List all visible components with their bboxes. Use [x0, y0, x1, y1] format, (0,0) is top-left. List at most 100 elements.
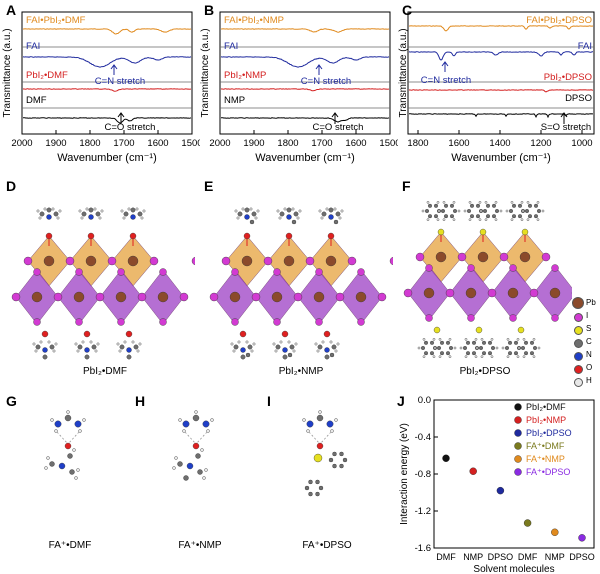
h-atom	[517, 346, 521, 350]
c-atom	[434, 214, 439, 219]
c-atom	[465, 340, 470, 345]
pb-atom	[355, 291, 367, 303]
h-atom	[182, 429, 186, 433]
c-atom	[523, 351, 528, 356]
h-atom	[468, 218, 472, 221]
annotation-arrowhead	[117, 112, 125, 118]
i-atom	[357, 318, 365, 326]
pb-atom	[127, 255, 139, 267]
h-atom	[501, 346, 505, 350]
c-atom	[39, 211, 45, 217]
legend-label: FA⁺•DPSO	[526, 467, 570, 477]
spectrum-line	[220, 117, 390, 123]
c-atom	[478, 345, 483, 350]
atom-legend-item: Pb	[572, 297, 600, 310]
ftir-chart-c: Transmittance (a.u.) 1800 1600 1400 1200 1000…	[398, 11, 595, 164]
annotation-arrowhead	[560, 112, 568, 118]
c-atom	[434, 203, 439, 208]
h-atom	[58, 209, 62, 213]
h-atom	[292, 349, 296, 353]
c-atom	[517, 214, 522, 219]
h-atom	[127, 207, 131, 211]
legend-marker	[514, 455, 522, 463]
y-tick-label: -0.4	[415, 432, 431, 443]
spectrum-line	[220, 28, 390, 33]
pb-atom	[477, 251, 489, 263]
x-axis-label: Wavenumber (cm⁻¹)	[451, 152, 551, 164]
pb-atom	[73, 291, 85, 303]
linker-atom	[243, 232, 251, 240]
i-atom	[273, 318, 281, 326]
linker-atom	[285, 232, 293, 240]
c-atom	[339, 451, 344, 457]
h-atom	[142, 209, 146, 213]
c-atom	[130, 207, 136, 213]
c-atom	[428, 203, 433, 208]
h-atom	[318, 209, 322, 213]
i-atom	[159, 268, 167, 276]
h-atom	[516, 338, 520, 341]
h-atom	[329, 340, 333, 344]
h-atom	[333, 207, 337, 211]
h-atom	[490, 355, 494, 358]
h-bond	[308, 431, 321, 445]
series-label: DMF	[26, 95, 47, 106]
legend-marker	[514, 416, 522, 424]
x-tick-label: 2000	[11, 138, 32, 149]
h-atom	[536, 218, 540, 221]
i-atom	[357, 268, 365, 276]
c-atom	[425, 209, 430, 214]
panel-label-i: I	[267, 393, 271, 409]
h-atom	[131, 340, 135, 344]
h-atom	[93, 207, 97, 211]
i-atom	[149, 256, 159, 266]
c-atom	[527, 214, 532, 219]
c-atom	[533, 203, 538, 208]
c-atom	[440, 351, 445, 356]
h-atom	[298, 209, 302, 213]
panel-label-a: A	[6, 2, 17, 18]
h-bond	[56, 431, 69, 445]
h-atom	[522, 355, 526, 358]
h-atom	[316, 349, 320, 353]
c-atom	[520, 345, 525, 350]
c-atom	[524, 209, 529, 214]
c-atom	[316, 414, 324, 422]
c-atom	[35, 344, 41, 350]
crystal-structure-e	[209, 207, 393, 360]
h-atom	[537, 346, 541, 350]
caption-e: PbI₂•NMP	[278, 366, 324, 377]
h-atom	[452, 218, 456, 221]
c-atom	[289, 344, 295, 350]
atom-legend-label: H	[586, 376, 592, 385]
c-atom	[315, 491, 320, 497]
h-atom	[51, 207, 55, 211]
c-atom	[475, 214, 480, 219]
h-atom	[422, 355, 426, 358]
c-atom	[430, 340, 435, 345]
pb-atom	[31, 291, 43, 303]
x-tick-label: NMP	[545, 552, 565, 562]
n-atom	[126, 347, 132, 353]
h-atom	[232, 349, 236, 353]
n-atom	[282, 347, 288, 353]
c-atom	[536, 209, 541, 214]
c-atom	[335, 211, 341, 217]
h-atom	[44, 466, 48, 470]
linker-atom	[41, 330, 49, 338]
legend-label: PbI₂•DMF	[526, 402, 566, 412]
h-atom	[306, 429, 310, 433]
n-atom	[240, 347, 246, 353]
c-atom	[318, 485, 324, 491]
crystal-structure-d	[11, 207, 195, 360]
atom-legend: Pb I S C N O H	[572, 297, 600, 388]
y-tick-label: -0.8	[415, 469, 431, 480]
h-atom	[336, 342, 340, 346]
x-tick-label: 2000	[209, 138, 230, 149]
x-tick-label: DMF	[436, 552, 456, 562]
h-atom	[452, 201, 456, 204]
c-atom	[487, 340, 492, 345]
c-atom	[324, 354, 330, 360]
ftir-chart-b: Transmittance (a.u.) 2000 1900 1800 1700 1600…	[200, 11, 398, 164]
c-atom	[49, 344, 55, 350]
